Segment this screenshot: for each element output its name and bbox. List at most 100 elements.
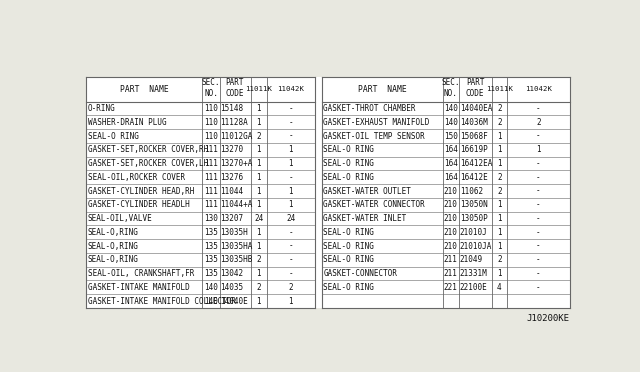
Text: GASKET-EXHAUST MANIFOLD: GASKET-EXHAUST MANIFOLD xyxy=(323,118,429,127)
Text: 140: 140 xyxy=(204,296,218,306)
Text: GASKET-CYLINDER HEAD,RH: GASKET-CYLINDER HEAD,RH xyxy=(88,187,194,196)
Text: WASHER-DRAIN PLUG: WASHER-DRAIN PLUG xyxy=(88,118,166,127)
Text: 2: 2 xyxy=(257,255,261,264)
Text: 1: 1 xyxy=(257,159,261,168)
Text: 11042K: 11042K xyxy=(277,86,304,92)
Text: PART
CODE: PART CODE xyxy=(226,78,244,97)
Text: 13042: 13042 xyxy=(220,269,243,278)
Text: 1: 1 xyxy=(497,269,502,278)
Text: 111: 111 xyxy=(204,201,218,209)
Text: -: - xyxy=(536,255,541,264)
Text: SEAL-O RING: SEAL-O RING xyxy=(323,255,374,264)
Text: PART
CODE: PART CODE xyxy=(466,78,484,97)
Text: SEAL-O RING: SEAL-O RING xyxy=(323,145,374,154)
Text: GASKET-WATER CONNECTOR: GASKET-WATER CONNECTOR xyxy=(323,201,425,209)
Text: SEAL-O RING: SEAL-O RING xyxy=(323,241,374,251)
Text: -: - xyxy=(289,173,293,182)
Text: SEAL-O,RING: SEAL-O,RING xyxy=(88,228,139,237)
Text: 135: 135 xyxy=(204,241,218,251)
Text: GASKET-OIL TEMP SENSOR: GASKET-OIL TEMP SENSOR xyxy=(323,132,425,141)
Text: 1: 1 xyxy=(257,104,261,113)
Text: 135: 135 xyxy=(204,228,218,237)
Text: -: - xyxy=(289,104,293,113)
Text: -: - xyxy=(289,132,293,141)
Text: 11044+A: 11044+A xyxy=(220,201,253,209)
Text: GASKET-CONNECTOR: GASKET-CONNECTOR xyxy=(323,269,397,278)
Text: 140: 140 xyxy=(444,104,458,113)
Text: 1: 1 xyxy=(289,159,293,168)
Text: 1: 1 xyxy=(497,201,502,209)
Text: 13050P: 13050P xyxy=(460,214,488,223)
Text: 1: 1 xyxy=(497,241,502,251)
Text: 210: 210 xyxy=(444,214,458,223)
Text: 22100E: 22100E xyxy=(460,283,488,292)
Text: 210: 210 xyxy=(444,187,458,196)
Text: SEAL-O RING: SEAL-O RING xyxy=(323,173,374,182)
Text: 150: 150 xyxy=(444,132,458,141)
Text: GASKET-INTAKE MANIFOLD: GASKET-INTAKE MANIFOLD xyxy=(88,283,189,292)
Text: SEAL-OIL,VALVE: SEAL-OIL,VALVE xyxy=(88,214,152,223)
Text: -: - xyxy=(536,269,541,278)
Text: -: - xyxy=(536,159,541,168)
Text: 14040EA: 14040EA xyxy=(460,104,492,113)
Text: 13035H: 13035H xyxy=(220,228,248,237)
Text: 16412EA: 16412EA xyxy=(460,159,492,168)
Bar xyxy=(86,77,570,308)
Text: 110: 110 xyxy=(204,132,218,141)
Text: 1: 1 xyxy=(497,214,502,223)
Text: 130: 130 xyxy=(204,214,218,223)
Text: 21010J: 21010J xyxy=(460,228,488,237)
Text: -: - xyxy=(536,132,541,141)
Text: 21331M: 21331M xyxy=(460,269,488,278)
Text: 2: 2 xyxy=(497,173,502,182)
Text: -: - xyxy=(289,269,293,278)
Text: SEAL-OIL,ROCKER COVER: SEAL-OIL,ROCKER COVER xyxy=(88,173,185,182)
Text: GASKET-WATER OUTLET: GASKET-WATER OUTLET xyxy=(323,187,412,196)
Text: 1: 1 xyxy=(257,187,261,196)
Text: -: - xyxy=(289,255,293,264)
Text: 11011K: 11011K xyxy=(245,86,272,92)
Text: 2: 2 xyxy=(497,255,502,264)
Text: 1: 1 xyxy=(257,201,261,209)
Text: 1: 1 xyxy=(536,145,541,154)
Text: 164: 164 xyxy=(444,159,458,168)
Text: SEAL-O RING: SEAL-O RING xyxy=(323,228,374,237)
Text: 210: 210 xyxy=(444,241,458,251)
Text: 1: 1 xyxy=(497,228,502,237)
Text: PART  NAME: PART NAME xyxy=(120,85,169,94)
Text: 111: 111 xyxy=(204,159,218,168)
Text: 2: 2 xyxy=(257,132,261,141)
Text: 13270+A: 13270+A xyxy=(220,159,253,168)
Text: 1: 1 xyxy=(289,187,293,196)
Text: 11062: 11062 xyxy=(460,187,483,196)
Text: 2: 2 xyxy=(497,187,502,196)
Text: 1: 1 xyxy=(257,241,261,251)
Text: 1: 1 xyxy=(289,201,293,209)
Text: 14036M: 14036M xyxy=(460,118,488,127)
Text: 15068F: 15068F xyxy=(460,132,488,141)
Text: 16412E: 16412E xyxy=(460,173,488,182)
Text: 11128A: 11128A xyxy=(220,118,248,127)
Text: 21049: 21049 xyxy=(460,255,483,264)
Text: 13050N: 13050N xyxy=(460,201,488,209)
Text: 110: 110 xyxy=(204,104,218,113)
Text: 1: 1 xyxy=(289,296,293,306)
Text: GASKET-CYLINDER HEADLH: GASKET-CYLINDER HEADLH xyxy=(88,201,189,209)
Text: 211: 211 xyxy=(444,255,458,264)
Text: 2: 2 xyxy=(257,283,261,292)
Text: 211: 211 xyxy=(444,269,458,278)
Text: 135: 135 xyxy=(204,255,218,264)
Text: -: - xyxy=(536,187,541,196)
Text: -: - xyxy=(536,241,541,251)
Text: -: - xyxy=(289,241,293,251)
Text: 1: 1 xyxy=(497,159,502,168)
Text: 221: 221 xyxy=(444,283,458,292)
Text: 111: 111 xyxy=(204,173,218,182)
Text: 210: 210 xyxy=(444,228,458,237)
Text: -: - xyxy=(536,214,541,223)
Text: SEAL-O,RING: SEAL-O,RING xyxy=(88,241,139,251)
Text: 140: 140 xyxy=(444,118,458,127)
Text: SEC.
NO.: SEC. NO. xyxy=(202,78,220,97)
Text: 210: 210 xyxy=(444,201,458,209)
Text: GASKET-SET,ROCKER COVER,LH: GASKET-SET,ROCKER COVER,LH xyxy=(88,159,208,168)
